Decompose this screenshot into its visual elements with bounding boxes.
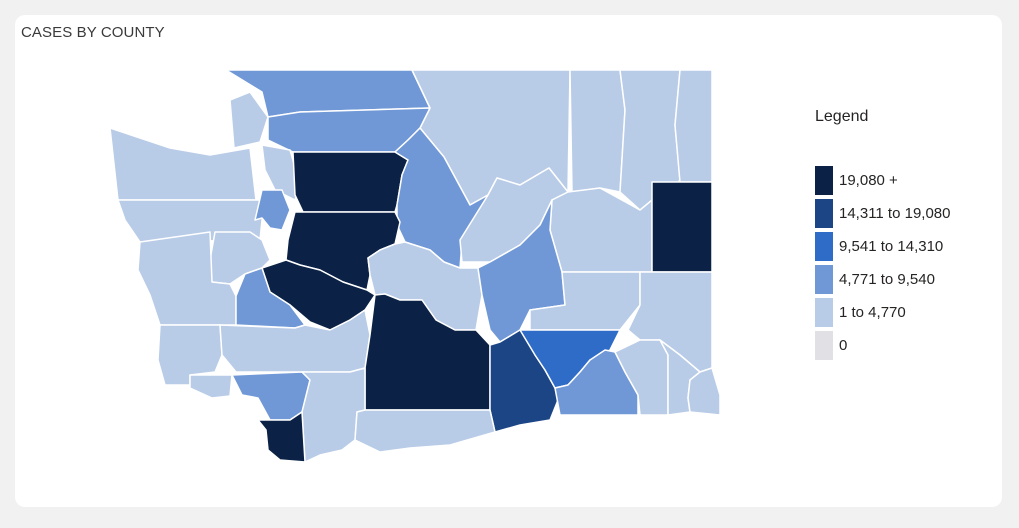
legend-label: 14,311 to 19,080 bbox=[839, 205, 951, 222]
county-asotin[interactable] bbox=[687, 367, 721, 416]
county-snohomish[interactable] bbox=[292, 151, 409, 213]
county-clark[interactable] bbox=[257, 411, 306, 463]
legend-label: 4,771 to 9,540 bbox=[839, 271, 935, 288]
legend-swatch bbox=[815, 199, 833, 228]
county-pend-oreille[interactable] bbox=[674, 69, 713, 183]
legend-item[interactable]: 0 bbox=[815, 331, 951, 364]
county-san-juan[interactable] bbox=[229, 91, 269, 149]
county-ferry[interactable] bbox=[569, 69, 626, 193]
legend-item[interactable]: 9,541 to 14,310 bbox=[815, 232, 951, 265]
legend-swatch bbox=[815, 298, 833, 327]
legend-item[interactable]: 14,311 to 19,080 bbox=[815, 199, 951, 232]
legend-title: Legend bbox=[815, 108, 869, 125]
legend-label: 1 to 4,770 bbox=[839, 304, 906, 321]
legend-item[interactable]: 1 to 4,770 bbox=[815, 298, 951, 331]
legend-label: 9,541 to 14,310 bbox=[839, 238, 944, 255]
legend: 19,080 + 14,311 to 19,080 9,541 to 14,31… bbox=[815, 166, 951, 364]
legend-swatch bbox=[815, 265, 833, 294]
legend-label: 0 bbox=[839, 337, 848, 354]
legend-swatch bbox=[815, 331, 833, 360]
cases-by-county-card: CASES BY COUNTY Legend 19,080 + 14,311 t… bbox=[15, 15, 1002, 507]
legend-swatch bbox=[815, 232, 833, 261]
county-klickitat[interactable] bbox=[354, 409, 496, 453]
county-wahkiakum[interactable] bbox=[189, 374, 233, 399]
county-skamania[interactable] bbox=[301, 367, 366, 463]
county-island[interactable] bbox=[261, 144, 301, 201]
county-spokane[interactable] bbox=[651, 181, 713, 273]
legend-item[interactable]: 4,771 to 9,540 bbox=[815, 265, 951, 298]
county-kitsap[interactable] bbox=[254, 189, 291, 231]
legend-label: 19,080 + bbox=[839, 172, 898, 189]
legend-item[interactable]: 19,080 + bbox=[815, 166, 951, 199]
county-cowlitz[interactable] bbox=[231, 371, 311, 421]
legend-swatch bbox=[815, 166, 833, 195]
washington-county-map bbox=[109, 69, 721, 463]
card-title: CASES BY COUNTY bbox=[21, 24, 165, 41]
